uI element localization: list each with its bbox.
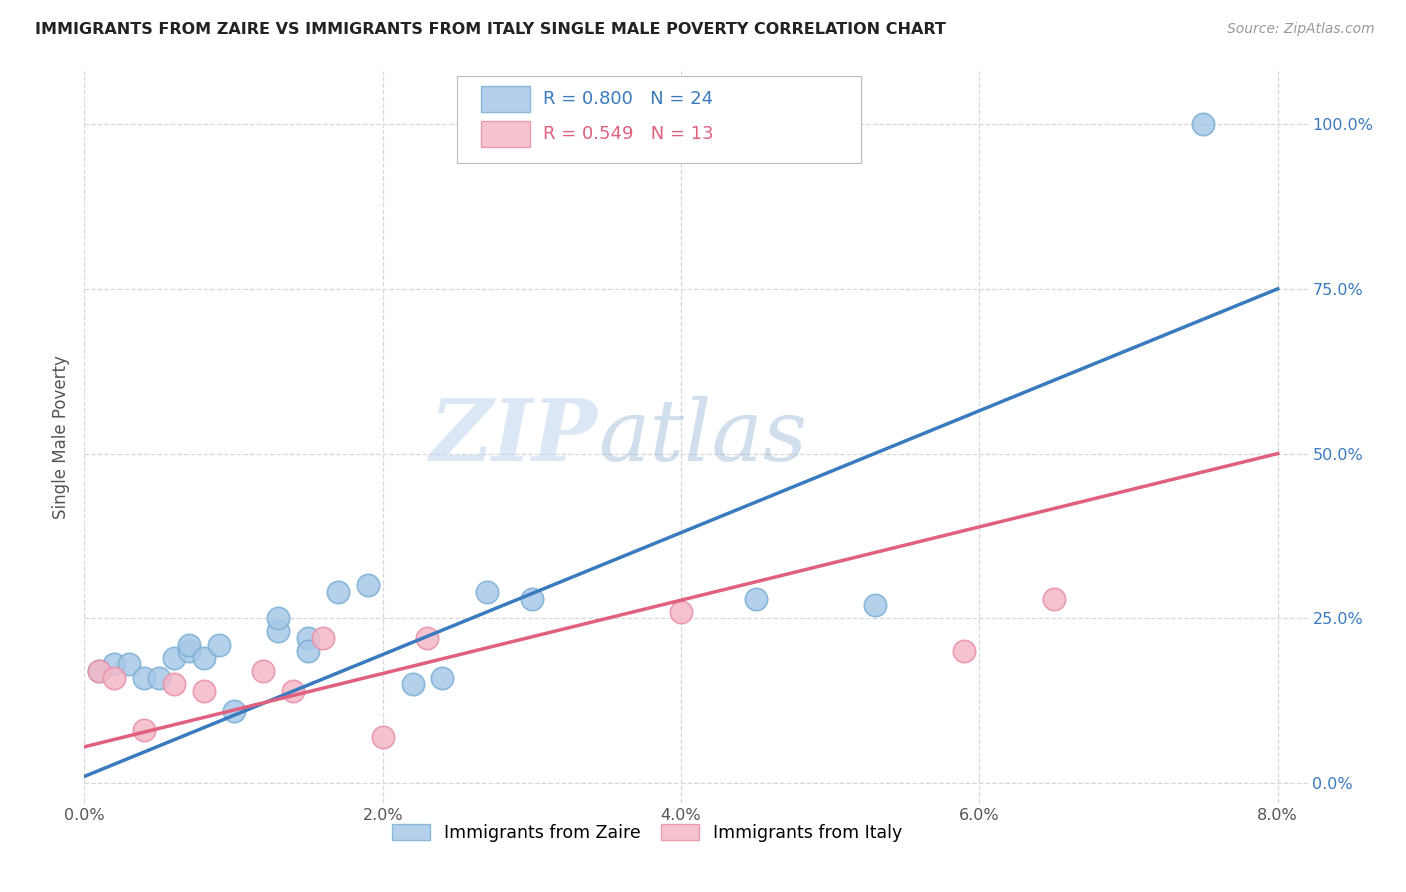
Point (744, 591, 766, 606)
Point (475, 585, 498, 599)
Point (297, 644, 319, 658)
Point (89, 664, 111, 678)
Point (432, 671, 454, 685)
Point (103, 671, 125, 685)
Point (1192, 117, 1215, 131)
Point (371, 730, 394, 744)
Point (267, 624, 290, 639)
Point (953, 644, 976, 658)
Text: R = 0.549   N = 13: R = 0.549 N = 13 (543, 125, 714, 144)
Point (416, 631, 439, 645)
Point (118, 657, 141, 672)
Point (297, 631, 319, 645)
Point (326, 585, 349, 599)
Point (132, 723, 155, 738)
Point (193, 683, 215, 698)
Point (252, 664, 274, 678)
Point (267, 611, 290, 625)
FancyBboxPatch shape (481, 121, 530, 147)
Point (357, 578, 380, 592)
Text: R = 0.800   N = 24: R = 0.800 N = 24 (543, 90, 713, 108)
Point (401, 677, 423, 691)
Point (222, 704, 245, 718)
Point (312, 631, 335, 645)
Point (193, 650, 215, 665)
Point (103, 657, 125, 672)
Text: IMMIGRANTS FROM ZAIRE VS IMMIGRANTS FROM ITALY SINGLE MALE POVERTY CORRELATION C: IMMIGRANTS FROM ZAIRE VS IMMIGRANTS FROM… (35, 22, 946, 37)
Point (520, 591, 543, 606)
Text: atlas: atlas (598, 396, 807, 478)
FancyBboxPatch shape (457, 77, 860, 163)
Text: Source: ZipAtlas.com: Source: ZipAtlas.com (1227, 22, 1375, 37)
Text: ZIP: ZIP (430, 395, 598, 479)
Point (177, 644, 200, 658)
Point (163, 677, 186, 691)
Point (163, 650, 186, 665)
Point (1043, 591, 1066, 606)
Point (148, 671, 170, 685)
Point (863, 598, 886, 612)
Point (669, 605, 692, 619)
Point (283, 683, 305, 698)
Point (89, 664, 111, 678)
FancyBboxPatch shape (481, 86, 530, 112)
Point (177, 638, 200, 652)
Legend: Immigrants from Zaire, Immigrants from Italy: Immigrants from Zaire, Immigrants from I… (385, 817, 910, 849)
Point (132, 671, 155, 685)
Y-axis label: Single Male Poverty: Single Male Poverty (52, 355, 70, 519)
Point (207, 638, 229, 652)
